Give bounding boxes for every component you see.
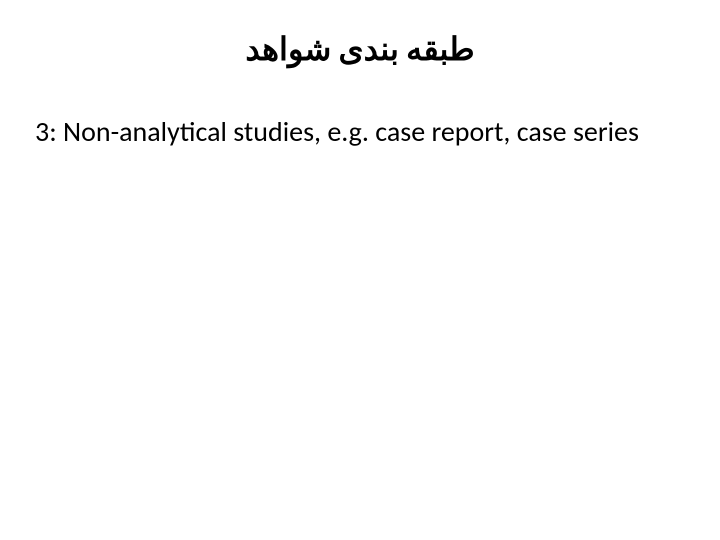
slide-title: طبقه بندی شواهد xyxy=(35,30,685,69)
slide-body-text: 3: Non-analytical studies, e.g. case rep… xyxy=(35,114,685,150)
